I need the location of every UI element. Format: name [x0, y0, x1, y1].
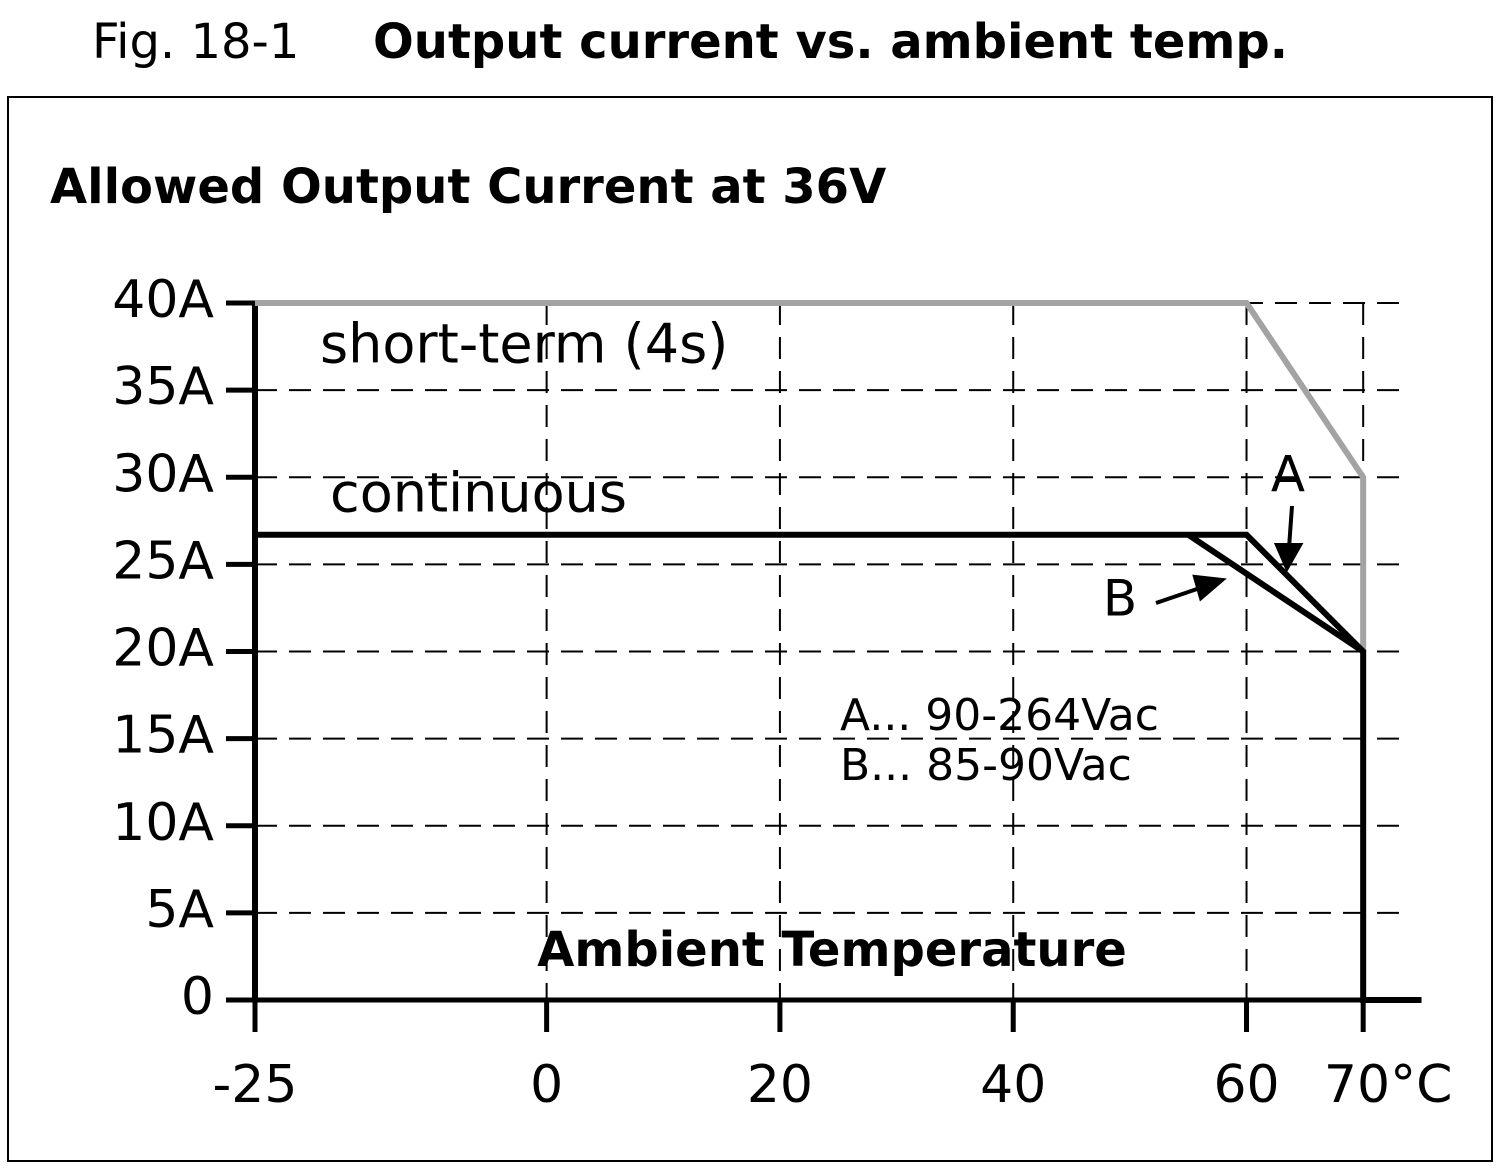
x-tick-label: 70°C [1324, 1055, 1452, 1115]
series-label: continuous [330, 462, 627, 525]
arrow-head [1192, 574, 1227, 602]
frame [7, 96, 1493, 1162]
chart-subtitle: Allowed Output Current at 36V [50, 159, 886, 215]
x-tick-label: 20 [747, 1055, 813, 1115]
arrow [1287, 505, 1294, 549]
x-tick-label: 60 [1213, 1055, 1279, 1115]
y-tick-label: 5A [145, 880, 214, 940]
y-tick-label: 25A [112, 531, 214, 591]
x-tick-label: 0 [530, 1055, 563, 1115]
chart-title: Output current vs. ambient temp. [373, 14, 1288, 70]
arrows [1155, 505, 1304, 605]
annotation: B... 85-90Vac [840, 740, 1132, 791]
figure-label: Fig. 18-1 [92, 14, 299, 70]
series-line [255, 300, 1367, 652]
y-tick-label: 35A [112, 357, 214, 417]
x-tick-label: -25 [213, 1055, 298, 1115]
series-line [1186, 532, 1365, 654]
x-axis-title: Ambient Temperature [537, 922, 1127, 978]
annotation: B [1103, 570, 1137, 628]
series-label: short-term (4s) [320, 313, 728, 376]
y-tick-label: 30A [112, 444, 214, 504]
y-tick-label: 0 [181, 967, 214, 1027]
x-tick-label: 40 [980, 1055, 1046, 1115]
y-tick-label: 40A [112, 270, 214, 330]
arrow-head [1273, 543, 1304, 573]
y-tick-label: 15A [112, 706, 214, 766]
arrow [1155, 586, 1201, 605]
y-tick-label: 10A [112, 793, 214, 853]
y-tick-label: 20A [112, 619, 214, 679]
annotation: A... 90-264Vac [840, 690, 1159, 741]
annotation: A [1271, 446, 1305, 504]
